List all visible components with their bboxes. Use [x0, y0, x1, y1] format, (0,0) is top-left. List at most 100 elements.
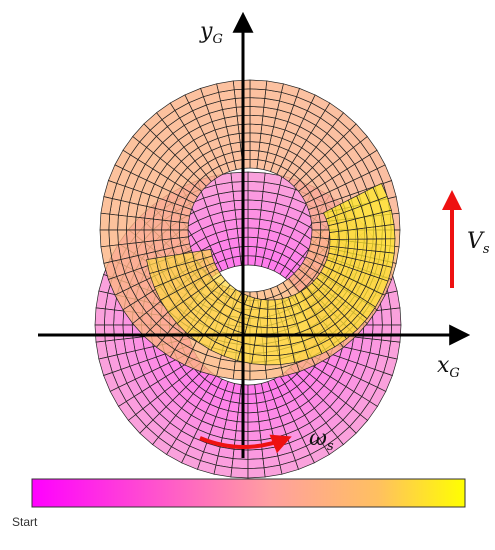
- mesh-cell: [232, 383, 242, 395]
- mesh-cell: [99, 229, 111, 248]
- mesh-cell: [384, 223, 396, 240]
- mesh-cell: [134, 216, 146, 231]
- mesh-cell: [381, 324, 393, 342]
- mesh-cell: [249, 158, 259, 169]
- mesh-cell: [249, 97, 266, 108]
- mesh-cell: [99, 212, 111, 231]
- mesh-cell: [337, 246, 349, 258]
- mesh-cell: [249, 369, 268, 381]
- mesh-cell: [170, 229, 180, 240]
- mesh-cell: [232, 448, 249, 460]
- x-axis-label: xG: [437, 353, 460, 381]
- mesh-cell: [249, 79, 268, 91]
- mesh-cell: [254, 335, 268, 347]
- mesh-cell: [247, 227, 260, 239]
- mesh-cell: [238, 132, 251, 143]
- mesh-cell: [266, 345, 281, 357]
- mesh-cell: [329, 238, 340, 248]
- mesh-cell: [247, 208, 262, 220]
- mesh-cell: [338, 238, 349, 249]
- mesh-cell: [247, 190, 264, 202]
- mesh-cell: [231, 180, 249, 192]
- mesh-cell: [247, 180, 265, 192]
- mesh-cell: [362, 324, 374, 340]
- mesh-cell: [161, 219, 172, 231]
- mesh-cell: [381, 308, 393, 326]
- mesh-cell: [247, 393, 258, 404]
- mesh-cell: [230, 467, 249, 479]
- mesh-cell: [279, 353, 296, 366]
- mesh-cell: [122, 324, 134, 340]
- mesh-cell: [117, 214, 128, 231]
- mesh-cell: [366, 238, 377, 252]
- mesh-cell: [143, 217, 154, 231]
- mesh-cell: [372, 182, 388, 201]
- mesh-cell: [252, 344, 268, 357]
- mesh-cell: [247, 171, 266, 183]
- mesh-cell: [249, 88, 267, 99]
- mesh-cell: [247, 199, 263, 211]
- y-axis-label: yG: [199, 19, 223, 47]
- mesh-cell: [254, 255, 264, 267]
- mesh-cell: [247, 421, 261, 432]
- velocity-label: Vs: [467, 229, 490, 257]
- mesh-cell: [266, 336, 280, 347]
- mesh-cell: [265, 354, 281, 366]
- mesh-cell: [267, 308, 277, 319]
- mesh-cell: [320, 229, 330, 240]
- annular-mesh: [94, 79, 402, 479]
- mesh-cell: [232, 190, 249, 202]
- mesh-cell: [382, 251, 395, 268]
- mesh-cell: [103, 308, 115, 326]
- mesh-cell: [134, 229, 146, 244]
- mesh-cell: [375, 225, 387, 240]
- mesh-cell: [249, 132, 262, 143]
- mesh-cell: [143, 229, 154, 243]
- mesh-cell: [390, 307, 402, 326]
- mesh-cell: [311, 229, 322, 239]
- mesh-cell: [247, 255, 257, 266]
- mesh-cell: [247, 458, 265, 470]
- mesh-cell: [384, 238, 396, 254]
- rotation-label: ωs: [309, 426, 334, 454]
- mesh-cell: [170, 220, 180, 231]
- mesh-cell: [259, 299, 269, 310]
- mesh-cell: [247, 236, 259, 248]
- mesh-cell: [256, 317, 268, 329]
- mesh-cell: [247, 467, 266, 479]
- mesh-cell: [375, 238, 387, 253]
- mesh-cell: [338, 229, 349, 240]
- mesh-cell: [108, 229, 119, 247]
- mesh-cell: [366, 226, 377, 240]
- rotation-arrow: [199, 434, 292, 454]
- colorbar: [31, 478, 466, 508]
- mesh-cell: [249, 114, 264, 126]
- mesh-cell: [247, 246, 258, 257]
- mesh-cell: [247, 411, 260, 423]
- mesh-cell: [347, 228, 359, 240]
- mesh-cell: [251, 354, 267, 366]
- mesh-cell: [249, 106, 265, 117]
- mesh-cell: [230, 171, 249, 183]
- mesh-cell: [249, 150, 260, 160]
- mesh-cell: [152, 218, 163, 231]
- mesh-cell: [113, 309, 125, 326]
- mesh-cell: [328, 245, 340, 256]
- mesh-cell: [347, 238, 359, 250]
- mesh-cell: [231, 458, 249, 470]
- mesh-cell: [233, 199, 249, 211]
- mesh-cell: [117, 229, 128, 246]
- mesh-cell: [247, 430, 262, 442]
- mesh-cell: [126, 229, 137, 245]
- mesh-cell: [266, 317, 278, 329]
- mesh-cell: [357, 238, 368, 251]
- mesh-cell: [356, 227, 368, 240]
- mesh-cell: [113, 324, 125, 341]
- mesh-cell: [103, 324, 115, 342]
- mesh-cell: [371, 324, 383, 341]
- mesh-cell: [258, 308, 269, 319]
- mesh-cell: [247, 402, 259, 414]
- mesh-cell: [152, 229, 163, 242]
- colorbar-start-label: Start: [12, 515, 38, 529]
